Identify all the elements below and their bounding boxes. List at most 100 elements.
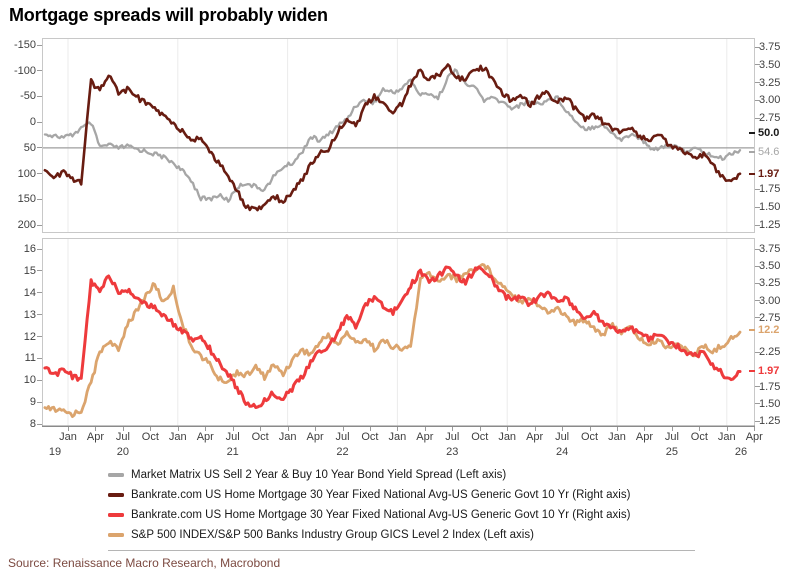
legend-item-label: Market Matrix US Sell 2 Year & Buy 10 Ye… [131, 469, 507, 481]
series-line-gray [43, 68, 742, 203]
x-axis-tickmark [507, 427, 509, 431]
x-axis-tickmark [397, 427, 399, 431]
x-axis-year-label: 22 [336, 446, 349, 458]
left-axis-tickmark [37, 121, 42, 123]
left-axis-tick-label: 14 [23, 286, 36, 299]
x-axis-year-label: 21 [226, 446, 239, 458]
left-axis-tick-label: 11 [24, 352, 36, 365]
x-axis-month-label: Oct [471, 431, 489, 443]
x-axis-tickmark [95, 427, 97, 431]
value-callout-tick [749, 131, 755, 134]
right-axis-tick-label: 3.75 [759, 243, 781, 255]
left-axis-tickmark [37, 336, 42, 337]
x-axis-month-label: Jul [555, 431, 570, 443]
x-axis-tickmark [177, 427, 179, 431]
right-axis-tick-label: 1.75 [759, 183, 781, 196]
left-axis-tick-label: 50 [23, 141, 36, 154]
right-axis-tick-label: 3.50 [759, 260, 781, 273]
left-axis-tickmark [37, 173, 42, 175]
right-axis-tickmark [755, 300, 760, 302]
left-axis-tick-label: 8 [29, 418, 36, 430]
right-axis-tick-label: 2.75 [759, 112, 781, 125]
x-axis-tickmark [617, 427, 618, 431]
right-axis-tickmark [755, 351, 760, 353]
left-axis-tick-label: 13 [23, 308, 36, 321]
right-axis-tickmark [755, 188, 760, 190]
legend-item-label: Bankrate.com US Home Mortgage 30 Year Fi… [131, 509, 631, 521]
x-axis-year-label: 26 [734, 446, 748, 458]
left-axis-tick-label: 0 [29, 116, 36, 129]
x-axis-month-label: Jan [388, 431, 407, 443]
x-axis-month-label: Jul [115, 431, 130, 443]
value-callout: 12.2 [758, 324, 780, 337]
x-axis-tickmark [534, 427, 536, 431]
right-axis-tickmark [755, 248, 760, 250]
x-axis-month-label: Oct [361, 431, 379, 443]
x-axis-month-label: Jan [278, 431, 297, 443]
x-axis-month-label: Jul [445, 431, 460, 443]
legend-divider [108, 550, 695, 551]
right-axis-tickmark [755, 265, 760, 267]
x-axis-month-label: Jan [59, 431, 77, 443]
left-axis-tick-label: 12 [23, 330, 36, 343]
x-axis-month-label: Jul [335, 431, 350, 443]
x-axis-tickmark [150, 427, 152, 431]
source-caption: Source: Renaissance Macro Research, Macr… [8, 556, 281, 570]
x-axis-month-label: Jan [168, 431, 187, 443]
right-axis-tickmark [755, 224, 760, 226]
left-axis-tick-label: -50 [20, 90, 36, 103]
left-axis-tickmark [37, 95, 42, 97]
right-axis-tickmark [755, 206, 760, 208]
panel-border [42, 38, 755, 233]
right-axis-tick-label: 3.75 [759, 41, 781, 53]
panel-border [42, 238, 755, 427]
x-axis-year-label: 20 [116, 446, 130, 458]
x-axis-month-label: Oct [690, 431, 708, 443]
right-axis-tick-label: 2.75 [759, 311, 781, 324]
left-axis-tick-label: 100 [17, 167, 36, 180]
x-axis-month-label: Jan [608, 431, 626, 443]
right-axis-tickmark [755, 99, 760, 101]
left-axis-tickmark [37, 147, 42, 149]
x-axis-tickmark [644, 427, 646, 431]
left-axis-tick-label: 16 [23, 243, 36, 255]
left-axis-tickmark [37, 379, 42, 381]
right-axis-tickmark [755, 282, 760, 284]
value-callout-tick [749, 370, 755, 373]
x-axis-tickmark [479, 427, 481, 431]
left-axis-tickmark [37, 314, 42, 316]
legend-line-swatch [108, 513, 124, 517]
right-axis-tick-label: 3.00 [759, 294, 781, 307]
right-axis-tickmark [755, 403, 760, 405]
right-axis-tick-label: 1.75 [759, 380, 781, 393]
x-axis-tickmark [424, 427, 426, 431]
right-axis-tick-label: 1.25 [759, 415, 781, 427]
x-axis-tickmark [754, 427, 756, 431]
x-axis-month-label: Oct [251, 431, 269, 443]
x-axis-month-label: Apr [86, 431, 104, 443]
value-callout: 54.6 [758, 146, 780, 159]
x-axis-year-label: 19 [48, 446, 62, 458]
left-axis-tickmark [37, 44, 42, 46]
left-axis-tick-label: 15 [23, 264, 36, 277]
right-axis-tickmark [755, 117, 760, 119]
x-axis-month-label: Jul [225, 431, 240, 443]
legend-line-swatch [108, 473, 124, 477]
x-axis-month-label: Jan [717, 431, 736, 443]
right-axis-tickmark [755, 46, 760, 48]
x-axis-month-label: Jan [498, 431, 517, 443]
right-axis-tickmark [755, 82, 760, 84]
left-axis-tickmark [37, 270, 42, 272]
left-axis-tickmark [37, 248, 42, 250]
series-line-tan [43, 262, 742, 419]
top-panel-plot [42, 38, 755, 233]
x-axis-year-label: 25 [665, 446, 679, 458]
x-axis-year-label: 23 [446, 446, 459, 458]
x-axis-tickmark [726, 427, 728, 431]
x-axis-month-label: Apr [196, 431, 214, 443]
x-axis-month-label: Apr [635, 431, 653, 443]
right-axis-tick-label: 3.00 [759, 94, 781, 107]
left-axis-tick-label: 9 [29, 396, 36, 409]
x-axis-tickmark [369, 427, 371, 431]
